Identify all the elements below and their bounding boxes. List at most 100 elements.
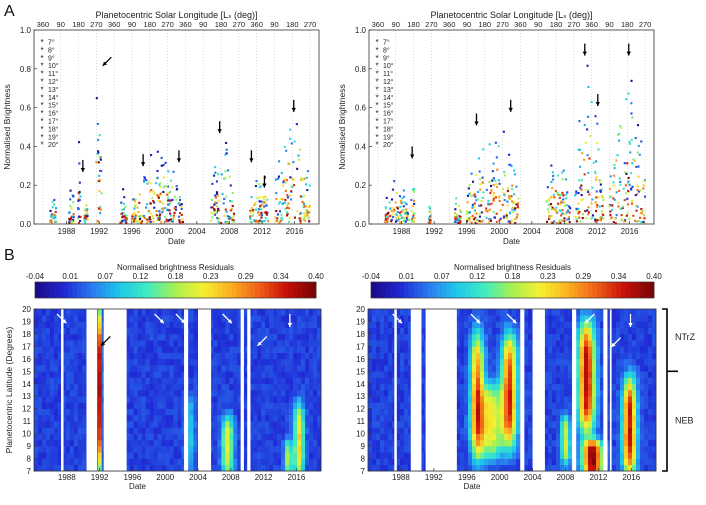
heatmap-cell-right-75 [376, 321, 381, 328]
scatter-point-right-488 [599, 216, 602, 219]
heatmap-cell-left-902 [169, 352, 174, 360]
heatmap-cell-right-876 [500, 352, 505, 360]
heatmap-cell-left-1628 [281, 365, 286, 372]
scatter-point-left-416 [249, 209, 252, 212]
scatter-point-left-566 [299, 221, 302, 224]
heatmap-cell-left-1690 [293, 464, 298, 472]
heatmap-cell-right-1166 [544, 327, 549, 335]
heatmap-cell-left-1578 [273, 352, 278, 360]
scatter-point-right-428 [601, 204, 604, 207]
heatmap-cell-right-1292 [564, 352, 569, 360]
heatmap-cell-left-435 [97, 346, 103, 353]
scatter-point-left-50 [70, 217, 73, 220]
legend-marker-right-4: * [375, 70, 378, 79]
heatmap-cell-left-756 [149, 452, 154, 459]
scatter-point-right-288 [482, 148, 485, 151]
heatmap-cell-right-613 [460, 371, 465, 378]
scatter-point-left-516 [303, 205, 306, 208]
heatmap-cell-right-257 [404, 321, 409, 328]
colorbar-segment-right-56 [635, 282, 641, 298]
heatmap-cell-left-244 [69, 402, 75, 409]
scatter-point-left-501 [281, 218, 284, 221]
heatmap-cell-left-48 [37, 327, 43, 335]
scatter-point-left-159 [170, 214, 173, 217]
scatter-point-left-484 [249, 215, 252, 218]
heatmap-cell-left-1021 [189, 421, 194, 428]
arrow-left-a-6 [262, 175, 267, 188]
scatter-point-right-119 [429, 221, 432, 224]
scatter-point-left-541 [280, 171, 283, 174]
heatmap-cell-right-585 [456, 383, 461, 391]
scatter-point-right-161 [488, 203, 491, 206]
scatter-point-right-410 [566, 218, 569, 221]
heatmap-cell-right-723 [476, 333, 481, 341]
scatter-point-left-173 [134, 214, 137, 217]
heatmap-cell-left-828 [157, 327, 162, 335]
heatmap-cell-right-650 [468, 464, 473, 472]
scatter-point-right-91 [411, 204, 414, 207]
heatmap-cell-left-1252 [225, 439, 230, 447]
heatmap-cell-left-1566 [273, 427, 278, 434]
arrow-left-a-7 [291, 99, 296, 112]
scatter-point-left-506 [303, 217, 306, 220]
scatter-point-left-23 [53, 213, 56, 216]
scatter-point-right-376 [558, 196, 561, 199]
heatmap-cell-right-199 [396, 358, 401, 366]
heatmap-cell-right-860 [500, 452, 505, 459]
heatmap-cell-right-933 [508, 321, 513, 328]
heatmap-cell-left-1803 [309, 408, 314, 416]
scatter-point-right-189 [492, 199, 495, 202]
heatmap-cell-left-1671 [289, 421, 294, 428]
heatmap-cell-left-115 [49, 396, 55, 403]
heatmap-cell-left-964 [181, 452, 186, 459]
heatmap-cell-left-274 [73, 377, 79, 385]
heatmap-cell-right-659 [468, 408, 473, 416]
heatmap-cell-right-216 [400, 414, 405, 422]
scatter-point-left-524 [286, 196, 289, 199]
scatter-point-left-398 [227, 220, 230, 223]
scatter-point-right-153 [454, 216, 457, 219]
heatmap-cell-right-1430 [588, 464, 593, 472]
heatmap-cell-left-33 [37, 421, 43, 428]
scatter-point-right-155 [487, 221, 490, 224]
scatter-point-left-432 [263, 211, 266, 214]
colorbar-segment-right-50 [606, 282, 612, 298]
heatmap-cell-right-1393 [580, 371, 585, 378]
heatmap-cell-left-1156 [209, 390, 214, 397]
scatter-point-left-413 [226, 221, 229, 224]
arrow-left-a-4 [217, 121, 222, 134]
heatmap-cell-right-803 [488, 321, 493, 328]
heatmap-cell-right-1463 [592, 421, 597, 428]
heatmap-cell-left-621 [125, 321, 130, 328]
heatmap-cell-right-1408 [584, 439, 589, 447]
colorbar-segment-left-57 [301, 282, 308, 298]
scatter-point-right-3 [392, 210, 395, 213]
heatmap-cell-left-1060 [193, 340, 198, 347]
heatmap-cell-left-1608 [277, 327, 282, 335]
heatmap-cell-left-1836 [313, 365, 318, 372]
heatmap-cell-left-267 [73, 421, 79, 428]
heatmap-cell-right-1457 [592, 458, 597, 466]
heatmap-cell-left-1828 [313, 414, 318, 422]
heatmap-cell-right-868 [500, 402, 505, 409]
heatmap-cell-left-1547 [269, 383, 274, 391]
heatmap-cell-right-1144 [544, 464, 549, 472]
heatmap-cell-right-781 [488, 458, 493, 466]
heatmap-cell-left-747 [145, 346, 150, 353]
y-tick-label-left-b-6: 13 [22, 392, 31, 401]
heatmap-cell-right-1383 [580, 433, 585, 441]
heatmap-cell-left-1609 [277, 321, 282, 328]
scatter-point-right-459 [596, 219, 599, 222]
heatmap-cell-left-1144 [209, 464, 214, 472]
scatter-point-left-162 [139, 217, 142, 220]
heatmap-cell-right-656 [468, 427, 473, 434]
heatmap-cell-right-255 [404, 333, 409, 341]
heatmap-cell-left-1477 [257, 333, 262, 341]
heatmap-cell-right-76 [376, 315, 381, 322]
heatmap-cell-left-812 [157, 427, 162, 434]
heatmap-cell-left-1457 [257, 458, 262, 466]
heatmap-cell-left-1595 [277, 408, 282, 416]
scatter-point-left-214 [131, 215, 134, 218]
top-tick-label-right-0: 360 [372, 20, 385, 29]
